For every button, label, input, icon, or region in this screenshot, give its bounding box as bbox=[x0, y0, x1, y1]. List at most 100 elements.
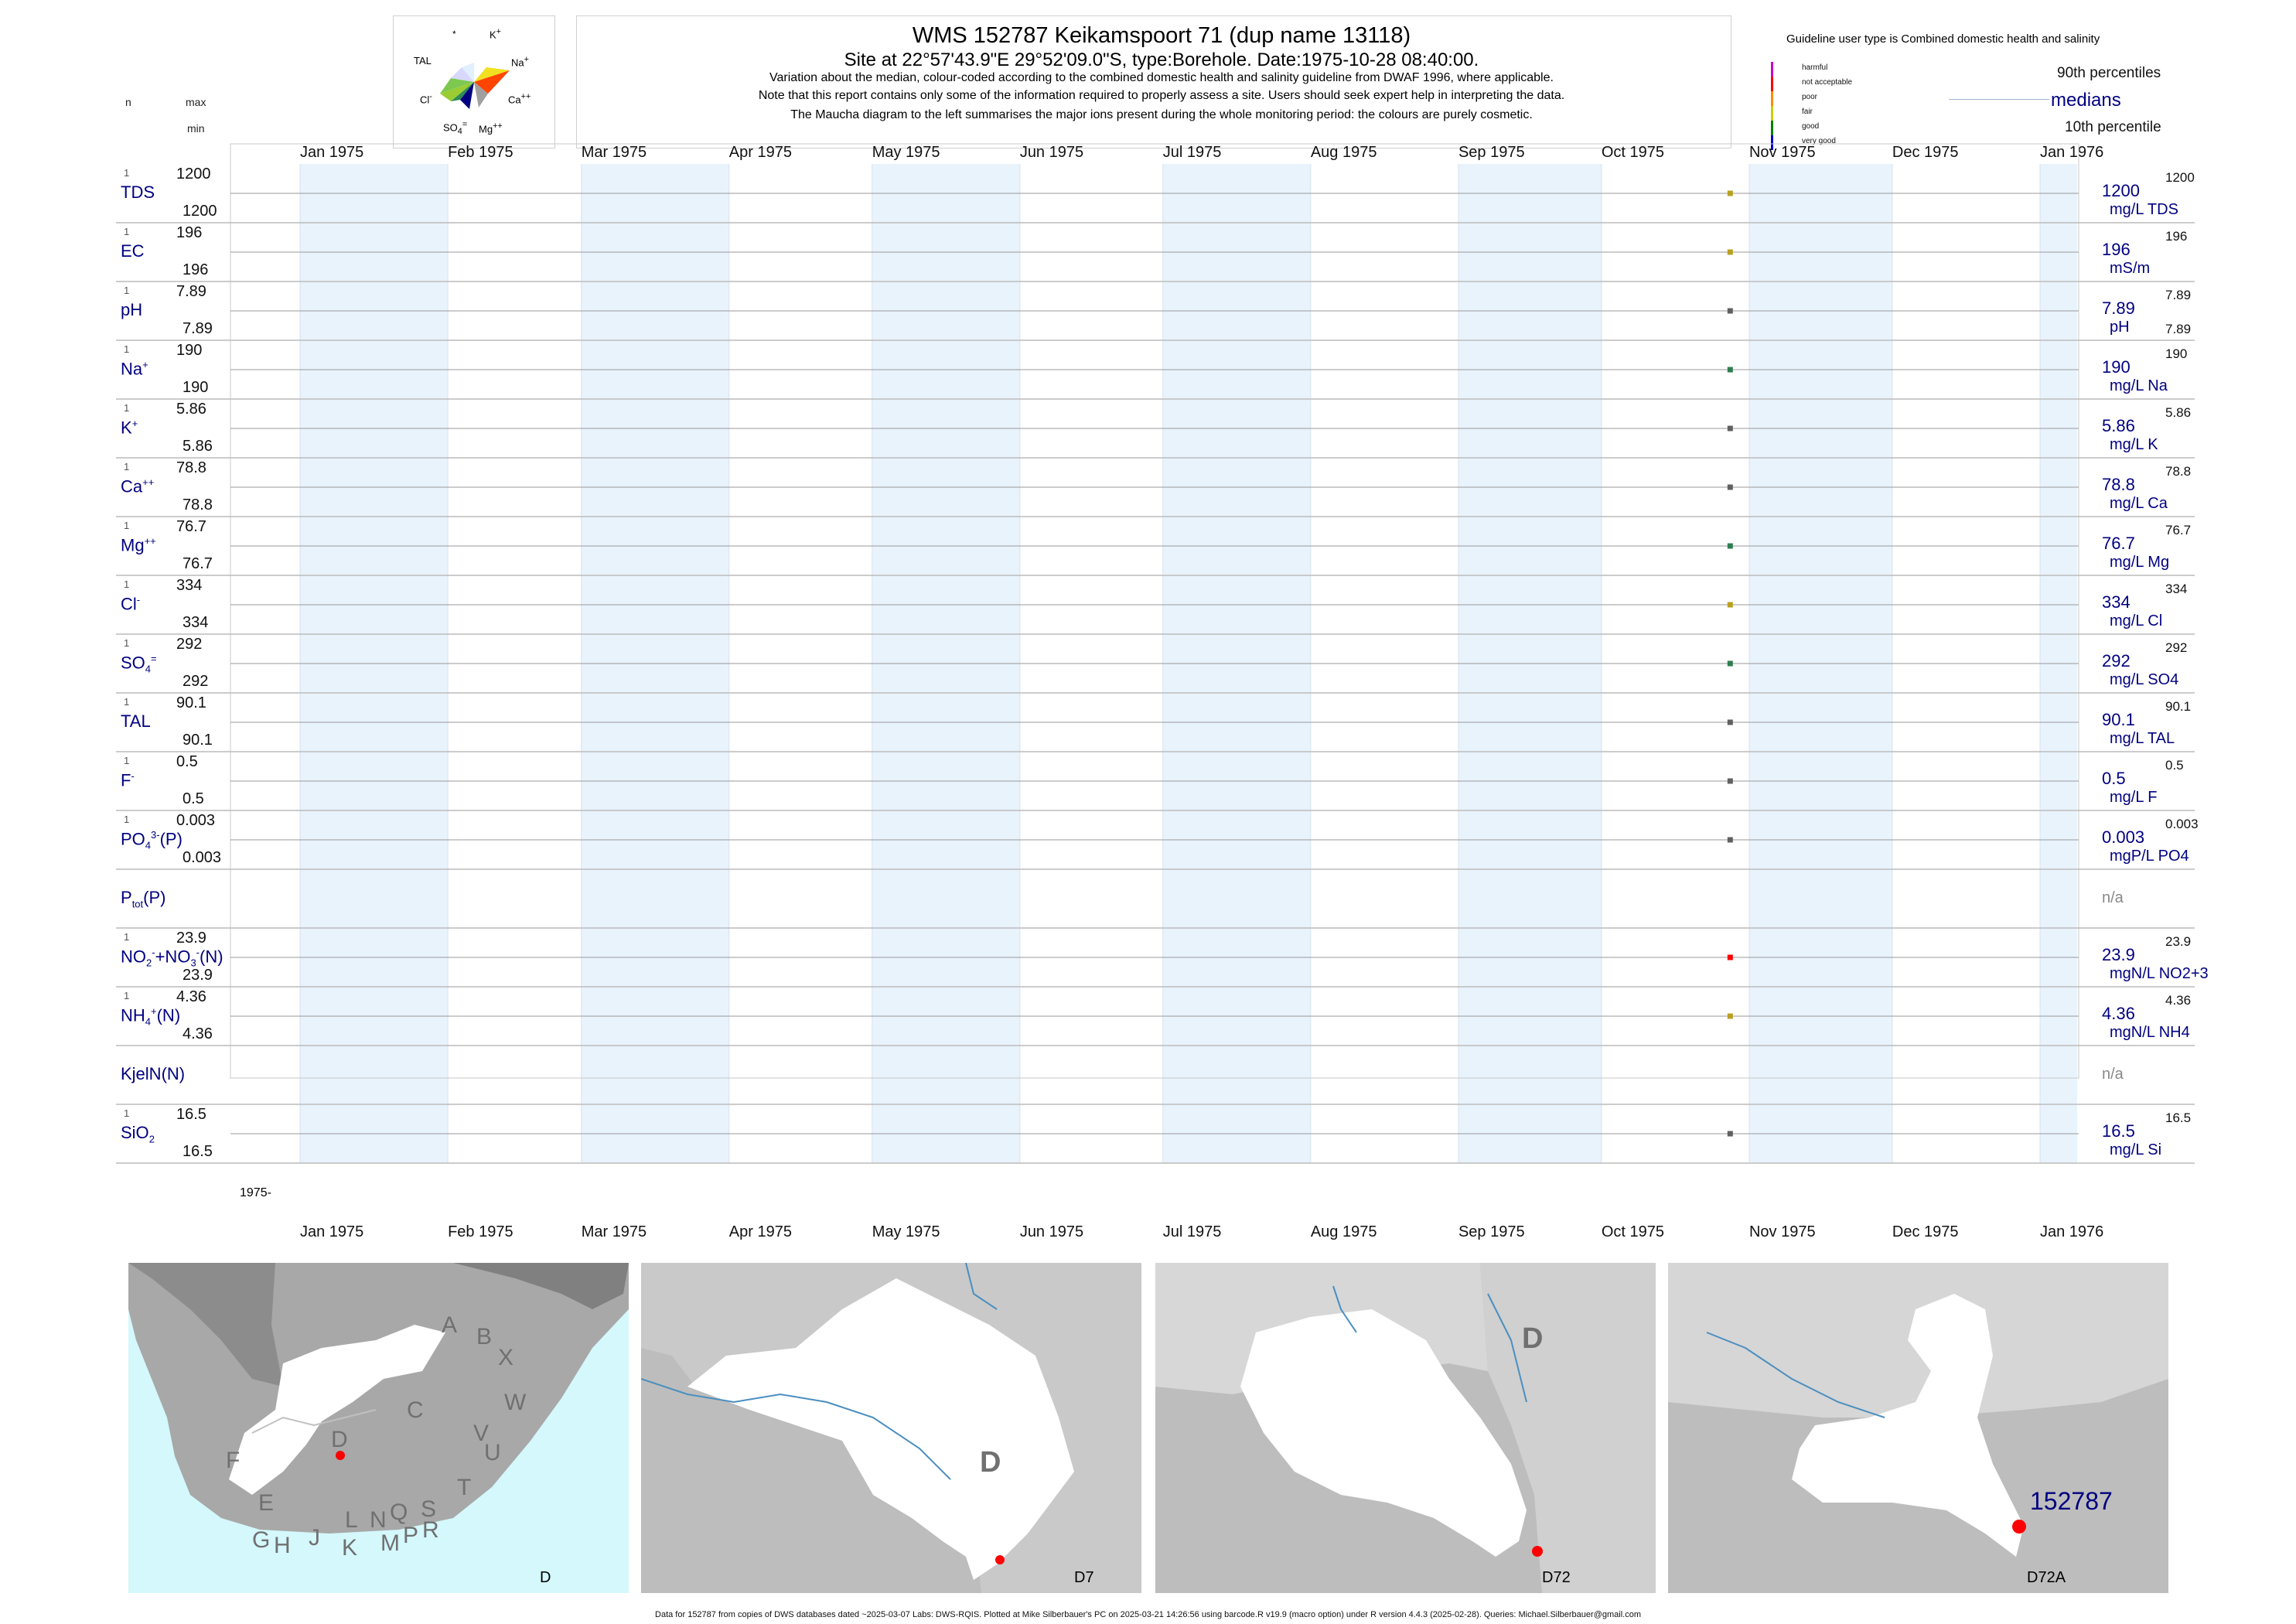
svg-text:X: X bbox=[498, 1345, 513, 1370]
maucha-label-na: Na+ bbox=[511, 55, 529, 69]
data-point-sio2 bbox=[1727, 1131, 1733, 1137]
svg-text:C: C bbox=[407, 1397, 424, 1423]
month-label: Jul 1975 bbox=[1162, 1223, 1222, 1240]
unit-na: mg/L Na bbox=[2110, 377, 2168, 394]
data-point-cl bbox=[1727, 602, 1733, 608]
col-header-n: n bbox=[125, 96, 131, 108]
min-so4: 292 bbox=[183, 673, 209, 690]
legend-scale-label: fair bbox=[1802, 107, 1813, 116]
svg-text:M: M bbox=[380, 1530, 400, 1556]
legend-swatch bbox=[1771, 121, 1773, 135]
unit-k: mg/L K bbox=[2110, 436, 2158, 453]
note-line-1: Variation about the median, colour-coded… bbox=[769, 71, 1554, 84]
maucha-cl-segment bbox=[440, 82, 474, 101]
svg-text:E: E bbox=[258, 1490, 274, 1516]
data-point-mg bbox=[1727, 543, 1733, 549]
maucha-label-star: * bbox=[452, 29, 456, 39]
right-max-po4-p: 0.003 bbox=[2165, 817, 2199, 831]
param-name-ca: Ca++ bbox=[121, 476, 155, 496]
svg-text:W: W bbox=[504, 1390, 527, 1415]
unit-cl: mg/L Cl bbox=[2110, 612, 2163, 629]
page-title: WMS 152787 Keikamspoort 71 (dup name 131… bbox=[912, 23, 1411, 48]
map-d-overview-svg: A B X W C D V U T F E G H J K L N Q M P … bbox=[128, 1263, 629, 1593]
maucha-k-segment bbox=[462, 63, 474, 82]
month-label: Aug 1975 bbox=[1310, 144, 1377, 161]
param-name-po4-p: PO43-(P) bbox=[121, 829, 183, 851]
month-label: May 1975 bbox=[872, 1223, 940, 1240]
max-mg: 76.7 bbox=[176, 518, 206, 535]
min-no2-no3-n: 23.9 bbox=[183, 967, 213, 984]
maucha-label-k: K+ bbox=[490, 27, 501, 41]
legend-10th: 10th percentile bbox=[2065, 119, 2161, 135]
min-sio2: 16.5 bbox=[183, 1143, 213, 1160]
svg-text:N: N bbox=[370, 1507, 387, 1533]
median-value-kjeln-n: n/a bbox=[2102, 1066, 2124, 1083]
svg-text:H: H bbox=[274, 1533, 291, 1558]
chart-area bbox=[116, 143, 2195, 1164]
max-no2-no3-n: 23.9 bbox=[176, 930, 206, 947]
month-label: Jan 1976 bbox=[2040, 144, 2104, 161]
map-d72-region-d: D bbox=[1522, 1322, 1543, 1355]
max-tal: 90.1 bbox=[176, 694, 206, 711]
month-label: Mar 1975 bbox=[581, 144, 647, 161]
max-tds: 1200 bbox=[176, 165, 211, 183]
legend-scale-label: good bbox=[1802, 122, 1820, 131]
right-max-tds: 1200 bbox=[2165, 170, 2195, 185]
svg-text:B: B bbox=[476, 1324, 492, 1349]
map-d7-svg: D bbox=[640, 1262, 1141, 1593]
maucha-label-mg: Mg++ bbox=[479, 121, 503, 135]
month-label: May 1975 bbox=[872, 144, 940, 161]
count-f: 1 bbox=[124, 755, 130, 766]
svg-text:A: A bbox=[442, 1312, 457, 1338]
median-value-tal: 90.1 bbox=[2102, 710, 2135, 729]
count-tal: 1 bbox=[124, 696, 130, 708]
month-label: Mar 1975 bbox=[581, 1223, 647, 1240]
maucha-label-so4: SO4= bbox=[443, 120, 468, 136]
data-point-ca bbox=[1727, 484, 1733, 490]
right-max-cl: 334 bbox=[2165, 582, 2188, 596]
min-po4-p: 0.003 bbox=[183, 849, 222, 866]
min-k: 5.86 bbox=[183, 438, 213, 455]
legend-median-line bbox=[1949, 99, 2049, 100]
right-max-na: 190 bbox=[2165, 346, 2188, 361]
svg-text:R: R bbox=[422, 1517, 439, 1543]
median-value-nh4-n: 4.36 bbox=[2102, 1004, 2135, 1023]
maucha-star-segment bbox=[451, 67, 474, 82]
unit-f: mg/L F bbox=[2110, 789, 2158, 806]
maucha-na-segment bbox=[474, 67, 510, 82]
right-max-ca: 78.8 bbox=[2165, 464, 2192, 479]
plot-frame bbox=[230, 143, 2079, 1079]
svg-text:S: S bbox=[421, 1496, 436, 1522]
data-point-k bbox=[1727, 425, 1733, 432]
min-na: 190 bbox=[183, 379, 209, 396]
col-header-max: max bbox=[186, 96, 206, 108]
month-label: Jun 1975 bbox=[1019, 144, 1084, 161]
map-d-overview: A B X W C D V U T F E G H J K L N Q M P … bbox=[128, 1263, 629, 1593]
max-ec: 196 bbox=[176, 224, 203, 241]
map-label-d: D bbox=[540, 1569, 551, 1586]
count-cl: 1 bbox=[124, 578, 130, 590]
month-label: Apr 1975 bbox=[728, 144, 792, 161]
month-label: Sep 1975 bbox=[1458, 144, 1525, 161]
svg-text:D: D bbox=[980, 1446, 1001, 1479]
month-label: Feb 1975 bbox=[448, 144, 513, 161]
legend-scale-label: not acceptable bbox=[1802, 78, 1853, 87]
right-max-ph: 7.89 bbox=[2165, 288, 2192, 302]
median-value-ph: 7.89 bbox=[2102, 299, 2135, 318]
maucha-so4-segment bbox=[460, 82, 474, 109]
svg-text:G: G bbox=[252, 1527, 270, 1553]
month-label: Jan 1975 bbox=[300, 1223, 364, 1240]
maucha-label-ca: Ca++ bbox=[508, 92, 531, 106]
median-value-f: 0.5 bbox=[2102, 769, 2126, 788]
right-max-f: 0.5 bbox=[2165, 758, 2184, 773]
count-so4: 1 bbox=[124, 637, 130, 649]
note-line-2: Note that this report contains only some… bbox=[758, 89, 1565, 102]
min-tds: 1200 bbox=[183, 203, 217, 220]
maucha-diagram bbox=[440, 63, 510, 109]
right-max-k: 5.86 bbox=[2165, 405, 2192, 420]
param-name-cl: Cl- bbox=[121, 594, 141, 614]
map-d72: D D72 bbox=[1155, 1263, 1656, 1593]
start-year-label: 1975- bbox=[240, 1186, 271, 1199]
unit-ph: pH bbox=[2110, 319, 2130, 336]
param-name-tds: TDS bbox=[121, 183, 155, 202]
